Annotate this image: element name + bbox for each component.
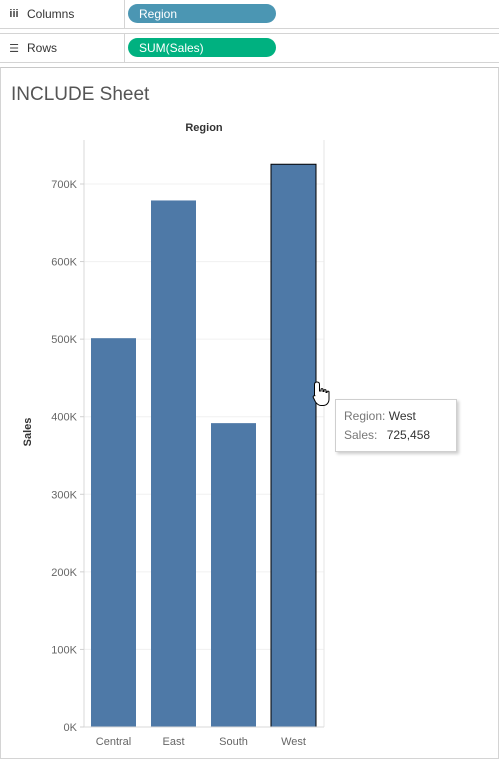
- rows-label-text: Rows: [27, 41, 58, 55]
- x-axis-title: Region: [185, 122, 223, 134]
- columns-shelf-label: iii Columns: [0, 0, 125, 28]
- bar-west[interactable]: [270, 163, 317, 728]
- tooltip-region-value: West: [388, 409, 416, 423]
- y-tick-label: 100K: [51, 644, 77, 656]
- y-tick-label: 0K: [64, 722, 78, 734]
- bars: [91, 163, 317, 728]
- y-tick-label: 300K: [51, 489, 77, 501]
- region-pill[interactable]: Region: [128, 4, 276, 23]
- y-tick-label: 600K: [51, 257, 77, 269]
- axes: 0K 100K 200K 300K 400K 500K 600K 700K Central Eas…: [51, 140, 325, 748]
- columns-shelf: iii Columns Region: [0, 0, 499, 29]
- rows-shelf-label: ☰ Rows: [0, 34, 125, 62]
- tooltip-region-row: Region: West: [344, 409, 416, 423]
- sum-sales-pill[interactable]: SUM(Sales): [128, 38, 276, 57]
- x-tick-label: South: [219, 736, 248, 748]
- tooltip-sales-key: Sales:: [344, 428, 378, 442]
- y-tick-label: 400K: [51, 412, 77, 424]
- x-tick-label: West: [281, 736, 306, 748]
- bar-tooltip: Region: West Sales: 725,458: [335, 399, 457, 452]
- bar-central[interactable]: [91, 338, 136, 727]
- sheet-title: INCLUDE Sheet: [11, 84, 150, 105]
- bar-east[interactable]: [151, 200, 196, 727]
- y-axis-title: Sales: [22, 418, 34, 447]
- tooltip-sales-value: 725,458: [386, 428, 431, 442]
- x-tick-label: East: [162, 736, 184, 748]
- columns-label-text: Columns: [27, 7, 75, 21]
- columns-icon: iii: [9, 8, 19, 20]
- hand-cursor-icon: [312, 381, 330, 406]
- tooltip-region-key: Region:: [344, 409, 386, 423]
- bar-south[interactable]: [211, 423, 256, 727]
- y-tick-label: 700K: [51, 179, 77, 191]
- y-tick-label: 200K: [51, 567, 77, 579]
- rows-shelf: ☰ Rows SUM(Sales): [0, 33, 499, 63]
- y-tick-label: 500K: [51, 334, 77, 346]
- x-tick-label: Central: [96, 736, 131, 748]
- rows-icon: ☰: [9, 42, 19, 55]
- tooltip-sales-row: Sales: 725,458: [344, 428, 430, 442]
